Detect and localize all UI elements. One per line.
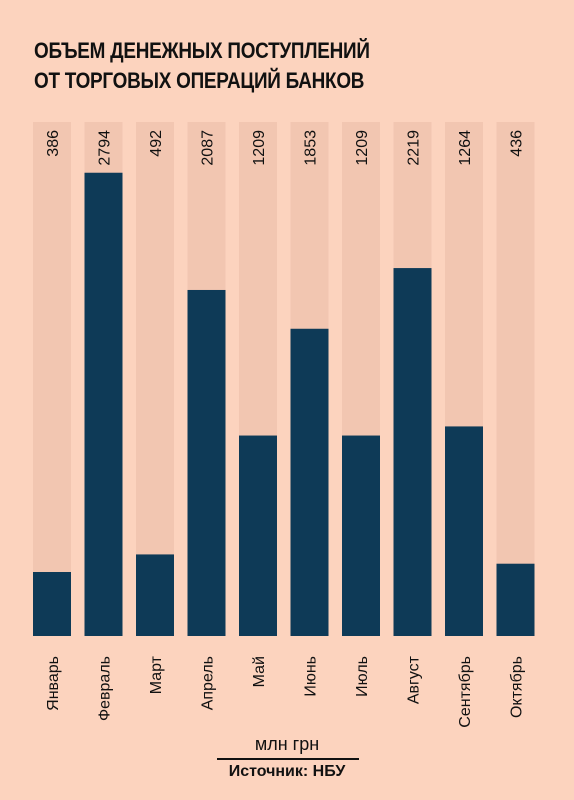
bar-6: [290, 328, 329, 636]
divider-line: [217, 758, 359, 760]
bar-track-3: [136, 122, 174, 636]
bar-10: [496, 563, 535, 636]
value-label-6: 1853: [303, 130, 320, 166]
bar-7: [342, 435, 380, 636]
title-line-1: ОБЪЕМ ДЕНЕЖНЫХ ПОСТУПЛЕНИЙ: [34, 38, 370, 63]
bar-5: [239, 435, 277, 636]
title-line-2: ОТ ТОРГОВЫХ ОПЕРАЦИЙ БАНКОВ: [34, 68, 365, 93]
bar-4: [187, 289, 226, 636]
value-label-4: 2087: [200, 130, 217, 166]
category-label-2: Февраль: [97, 656, 114, 721]
category-label-10: Октябрь: [509, 656, 526, 718]
category-label-9: Сентябрь: [457, 656, 474, 728]
value-label-7: 1209: [354, 130, 371, 166]
value-label-1: 386: [45, 130, 62, 157]
unit-label: млн грн: [254, 734, 320, 754]
category-label-4: Апрель: [200, 656, 217, 710]
bar-1: [33, 571, 71, 636]
value-label-3: 492: [148, 130, 165, 157]
category-label-5: Май: [251, 656, 268, 687]
bar-3: [136, 554, 174, 636]
category-label-6: Июнь: [303, 656, 320, 697]
source-label: Источник: НБУ: [228, 763, 346, 780]
bar-2: [84, 172, 123, 637]
value-label-8: 2219: [406, 130, 423, 166]
value-label-10: 436: [509, 130, 526, 157]
chart-title: ОБЪЕМ ДЕНЕЖНЫХ ПОСТУПЛЕНИЙ ОТ ТОРГОВЫХ О…: [34, 36, 370, 96]
bar-9: [445, 426, 483, 636]
category-label-7: Июль: [354, 656, 371, 697]
bar-8: [393, 268, 432, 636]
category-label-8: Август: [406, 655, 423, 704]
value-label-2: 2794: [97, 130, 114, 166]
category-label-1: Январь: [45, 656, 62, 711]
bar-track-1: [33, 122, 71, 636]
value-label-9: 1264: [457, 130, 474, 166]
category-label-3: Март: [148, 655, 165, 694]
value-label-5: 1209: [251, 130, 268, 166]
bar-track-10: [496, 122, 535, 636]
